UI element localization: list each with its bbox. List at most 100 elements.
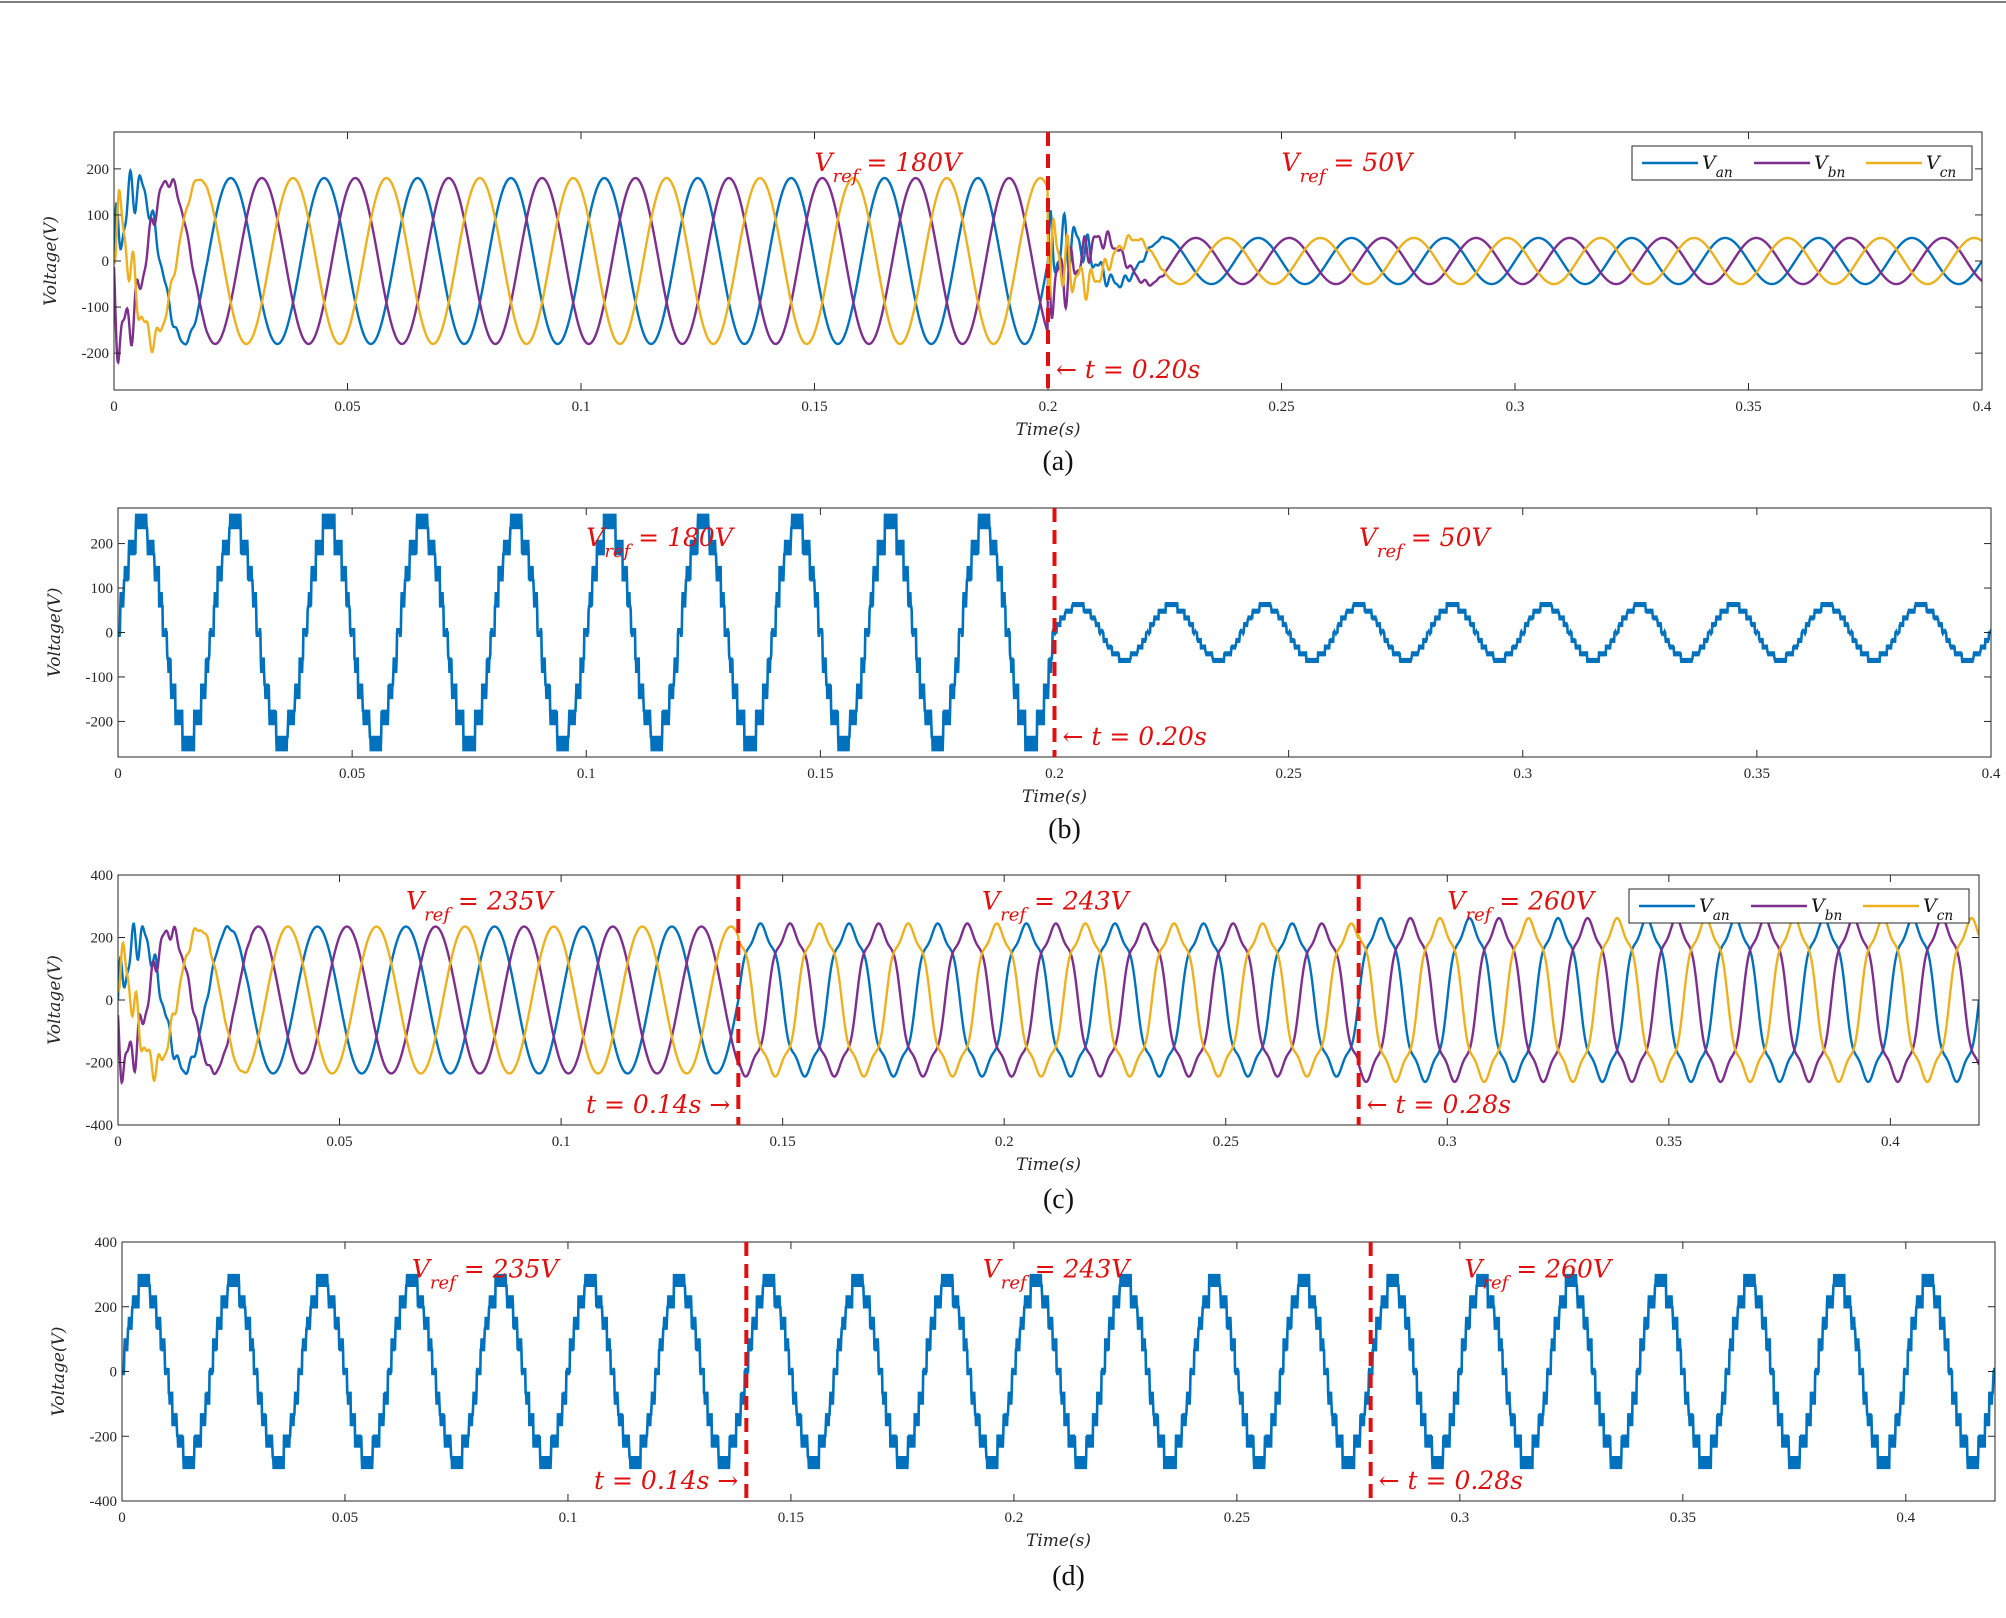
x-tick-label: 0.1 (577, 766, 596, 782)
x-tick-label: 0.35 (1656, 1134, 1682, 1150)
x-tick-label: 0.15 (807, 766, 833, 782)
x-tick-label: 0.4 (1896, 1510, 1915, 1526)
y-tick-label: 0 (106, 626, 114, 642)
plot-area-d (122, 1273, 1995, 1470)
y-tick-label: 200 (87, 162, 110, 178)
vref-annotation: Vref = 50V (1359, 523, 1493, 562)
switch-marker-label: ← t = 0.20s (1063, 722, 1207, 751)
y-tick-label: -400 (90, 1494, 118, 1510)
y-tick-label: 0 (110, 1365, 118, 1381)
x-tick-label: 0.05 (334, 399, 360, 415)
switch-marker-label: ← t = 0.20s (1056, 355, 1200, 384)
subfigure-caption: (b) (1048, 814, 1081, 845)
vref-annotation: Vref = 243V (982, 886, 1132, 925)
vref-annotation: Vref = 243V (983, 1255, 1133, 1294)
y-tick-label: 400 (91, 868, 114, 884)
x-tick-label: 0.25 (1213, 1134, 1239, 1150)
x-tick-label: 0.3 (1438, 1134, 1457, 1150)
vref-annotation: Vref = 180V (815, 148, 965, 187)
x-tick-label: 0.4 (1982, 766, 2001, 782)
x-tick-label: 0.35 (1735, 399, 1761, 415)
x-tick-label: 0.3 (1506, 399, 1525, 415)
y-tick-label: 200 (91, 537, 114, 553)
x-tick-label: 0.05 (339, 766, 365, 782)
y-tick-label: 0 (106, 993, 114, 1009)
y-tick-label: 200 (91, 931, 114, 947)
vref-annotation: Vref = 260V (1464, 1255, 1614, 1294)
switch-marker-label: ← t = 0.28s (1367, 1090, 1511, 1119)
vref-annotation: Vref = 50V (1282, 148, 1416, 187)
x-tick-label: 0.35 (1744, 766, 1770, 782)
y-tick-label: -200 (86, 1056, 114, 1072)
x-tick-label: 0.2 (1045, 766, 1064, 782)
legend-entry: Vbn (1814, 152, 1845, 181)
switch-marker-label: t = 0.14s → (594, 1466, 738, 1495)
chart-d: 0 0.05 0.1 0.15 0.2 0.25 0.3 0.35 0.4 -400 -200 0 20… (49, 1235, 1996, 1592)
legend-entry: Vcn (1926, 152, 1956, 181)
y-tick-label: -400 (86, 1118, 114, 1134)
y-tick-label: 0 (102, 254, 110, 270)
series-line-b-output (118, 513, 1991, 752)
y-tick-label: -100 (82, 300, 110, 316)
switch-marker-label: t = 0.14s → (586, 1090, 730, 1119)
y-tick-label: 200 (95, 1300, 118, 1316)
x-axis-label: Time(s) (1016, 1155, 1081, 1175)
x-tick-label: 0.05 (326, 1134, 352, 1150)
x-tick-label: 0.3 (1513, 766, 1532, 782)
subfigure-caption: (c) (1043, 1184, 1074, 1215)
vref-annotation: Vref = 235V (412, 1255, 562, 1294)
legend-entry: Vbn (1811, 895, 1842, 924)
series-line-c-vcn (118, 916, 1979, 1084)
x-tick-label: 0.2 (995, 1134, 1014, 1150)
x-tick-label: 0.35 (1670, 1510, 1696, 1526)
vref-annotation: Vref = 235V (406, 886, 556, 925)
x-tick-label: 0.1 (572, 399, 591, 415)
x-tick-label: 0.15 (770, 1134, 796, 1150)
chart-c: 0 0.05 0.1 0.15 0.2 0.25 0.3 0.35 0.4 -400 -200 0 20… (45, 868, 1980, 1215)
y-axis-label: Voltage(V) (49, 1327, 69, 1417)
x-tick-label: 0 (114, 766, 122, 782)
legend: Van Vbn Vcn (1631, 145, 1973, 181)
legend: Van Vbn Vcn (1628, 888, 1970, 924)
x-tick-label: 0 (110, 399, 118, 415)
x-tick-label: 0.05 (332, 1510, 358, 1526)
x-tick-label: 0.15 (778, 1510, 804, 1526)
legend-entry: Van (1702, 152, 1733, 181)
x-tick-label: 0.25 (1276, 766, 1302, 782)
x-tick-label: 0.15 (801, 399, 827, 415)
vref-annotation: Vref = 180V (586, 523, 736, 562)
x-tick-label: 0 (114, 1134, 122, 1150)
x-tick-label: 0.2 (1005, 1510, 1024, 1526)
y-tick-label: -200 (90, 1429, 118, 1445)
y-tick-label: 100 (87, 208, 110, 224)
switch-marker-label: ← t = 0.28s (1379, 1466, 1523, 1495)
y-tick-label: -100 (86, 670, 114, 686)
plot-area-c (118, 916, 1979, 1085)
vref-annotation: Vref = 260V (1447, 886, 1597, 925)
legend-entry: Vcn (1923, 895, 1953, 924)
y-tick-label: -200 (82, 346, 110, 362)
chart-b: 0 0.05 0.1 0.15 0.2 0.25 0.3 0.35 0.4 -200 -100 0 10… (45, 507, 2001, 845)
subfigure-caption: (d) (1052, 1561, 1085, 1592)
x-tick-label: 0.4 (1881, 1134, 1900, 1150)
y-axis-label: Voltage(V) (41, 216, 61, 306)
subfigure-caption: (a) (1042, 446, 1073, 477)
x-tick-label: 0.25 (1224, 1510, 1250, 1526)
x-tick-label: 0.1 (552, 1134, 571, 1150)
x-axis-label: Time(s) (1022, 787, 1087, 807)
x-tick-label: 0 (118, 1510, 126, 1526)
x-axis-label: Time(s) (1026, 1531, 1091, 1551)
y-tick-label: 400 (95, 1235, 118, 1251)
legend-entry: Van (1699, 895, 1730, 924)
series-line-c-vbn (118, 916, 1979, 1085)
y-axis-label: Voltage(V) (45, 955, 65, 1045)
x-tick-label: 0.2 (1039, 399, 1058, 415)
series-line-c-van (118, 916, 1979, 1084)
x-tick-label: 0.1 (559, 1510, 578, 1526)
x-axis-label: Time(s) (1016, 420, 1081, 440)
plot-area-b (118, 513, 1991, 752)
y-axis-label: Voltage(V) (45, 588, 65, 678)
x-tick-label: 0.4 (1973, 399, 1992, 415)
series-line-d-output (122, 1273, 1995, 1470)
